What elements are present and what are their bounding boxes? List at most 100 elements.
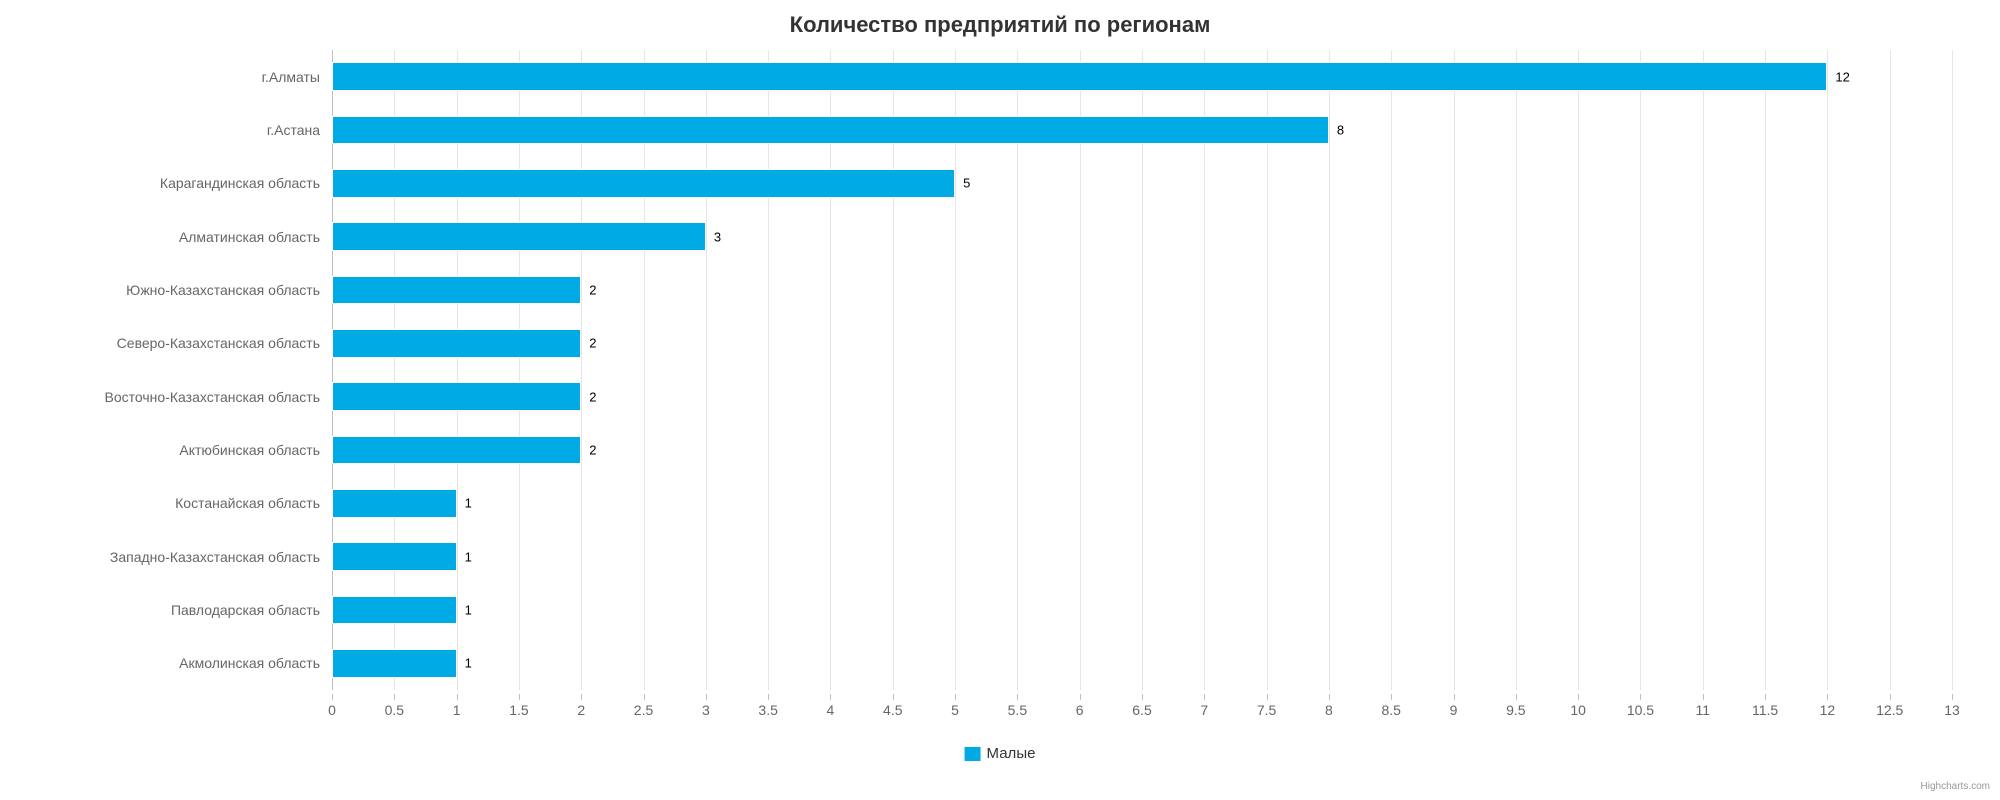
x-tick <box>332 694 333 700</box>
x-axis-label: 8.5 <box>1381 702 1400 718</box>
legend-label: Малые <box>987 745 1036 762</box>
bar[interactable] <box>332 62 1827 91</box>
bar[interactable] <box>332 542 457 571</box>
bar[interactable] <box>332 276 581 305</box>
bar[interactable] <box>332 436 581 465</box>
legend[interactable]: Малые <box>965 745 1036 762</box>
x-axis-label: 1 <box>453 702 461 718</box>
y-axis-label: Актюбинская область <box>179 442 332 458</box>
gridline <box>1765 50 1766 690</box>
bar-value-label: 8 <box>1337 123 1344 138</box>
gridline <box>1578 50 1579 690</box>
x-tick <box>1080 694 1081 700</box>
x-tick <box>955 694 956 700</box>
gridline <box>519 50 520 690</box>
gridline <box>1952 50 1953 690</box>
x-tick <box>1454 694 1455 700</box>
x-axis-label: 9.5 <box>1506 702 1525 718</box>
x-axis-label: 0 <box>328 702 336 718</box>
x-tick <box>1890 694 1891 700</box>
x-tick <box>1017 694 1018 700</box>
bar[interactable] <box>332 116 1329 145</box>
x-axis-label: 8 <box>1325 702 1333 718</box>
x-axis-label: 10 <box>1570 702 1586 718</box>
x-axis-label: 2 <box>577 702 585 718</box>
x-axis-label: 7.5 <box>1257 702 1276 718</box>
x-axis-label: 7 <box>1200 702 1208 718</box>
x-axis-label: 9 <box>1450 702 1458 718</box>
bar-value-label: 3 <box>714 229 721 244</box>
x-tick <box>1142 694 1143 700</box>
bar[interactable] <box>332 596 457 625</box>
gridline <box>1703 50 1704 690</box>
x-axis-label: 5.5 <box>1008 702 1027 718</box>
x-tick <box>1391 694 1392 700</box>
gridline <box>581 50 582 690</box>
x-tick <box>1204 694 1205 700</box>
x-axis-label: 6 <box>1076 702 1084 718</box>
bar-value-label: 2 <box>589 443 596 458</box>
x-tick <box>1267 694 1268 700</box>
y-axis-label: г.Астана <box>267 122 332 138</box>
x-axis-label: 0.5 <box>385 702 404 718</box>
x-axis-label: 1.5 <box>509 702 528 718</box>
bar[interactable] <box>332 222 706 251</box>
bar[interactable] <box>332 169 955 198</box>
x-axis-label: 12 <box>1820 702 1836 718</box>
gridline <box>1454 50 1455 690</box>
bar-value-label: 5 <box>963 176 970 191</box>
bar[interactable] <box>332 382 581 411</box>
bar-value-label: 2 <box>589 389 596 404</box>
x-tick <box>1765 694 1766 700</box>
gridline <box>394 50 395 690</box>
chart-title: Количество предприятий по регионам <box>0 0 2000 38</box>
gridline <box>1080 50 1081 690</box>
x-tick <box>1640 694 1641 700</box>
x-axis-label: 10.5 <box>1627 702 1654 718</box>
y-axis-label: Алматинская область <box>179 229 332 245</box>
gridline <box>332 50 333 690</box>
bar-value-label: 2 <box>589 336 596 351</box>
y-axis-label: Павлодарская область <box>171 602 332 618</box>
bar-value-label: 1 <box>465 603 472 618</box>
x-tick <box>1703 694 1704 700</box>
x-axis-label: 3 <box>702 702 710 718</box>
x-tick <box>1827 694 1828 700</box>
x-tick <box>581 694 582 700</box>
credits-link[interactable]: Highcharts.com <box>1921 781 1990 792</box>
y-axis-label: Южно-Казахстанская область <box>126 282 332 298</box>
y-axis-label: г.Алматы <box>262 69 332 85</box>
x-tick <box>644 694 645 700</box>
gridline <box>768 50 769 690</box>
gridline <box>893 50 894 690</box>
bar-value-label: 12 <box>1835 69 1849 84</box>
x-tick <box>457 694 458 700</box>
x-tick <box>893 694 894 700</box>
bar-value-label: 2 <box>589 283 596 298</box>
bar-value-label: 1 <box>465 656 472 671</box>
bar[interactable] <box>332 329 581 358</box>
y-axis-label: Восточно-Казахстанская область <box>105 389 332 405</box>
x-tick <box>830 694 831 700</box>
x-axis-label: 11 <box>1695 702 1710 718</box>
gridline <box>1017 50 1018 690</box>
x-tick <box>1329 694 1330 700</box>
x-tick <box>1516 694 1517 700</box>
gridline <box>1267 50 1268 690</box>
gridline <box>706 50 707 690</box>
gridline <box>1204 50 1205 690</box>
x-tick <box>768 694 769 700</box>
x-axis-label: 3.5 <box>758 702 777 718</box>
y-axis-label: Костанайская область <box>175 495 332 511</box>
x-axis-label: 13 <box>1944 702 1960 718</box>
x-axis-label: 11.5 <box>1752 702 1778 718</box>
bar[interactable] <box>332 489 457 518</box>
gridline <box>644 50 645 690</box>
x-tick <box>519 694 520 700</box>
gridline <box>1142 50 1143 690</box>
y-axis-label: Северо-Казахстанская область <box>117 335 332 351</box>
gridline <box>457 50 458 690</box>
bar[interactable] <box>332 649 457 678</box>
x-tick <box>706 694 707 700</box>
x-axis-label: 4.5 <box>883 702 902 718</box>
